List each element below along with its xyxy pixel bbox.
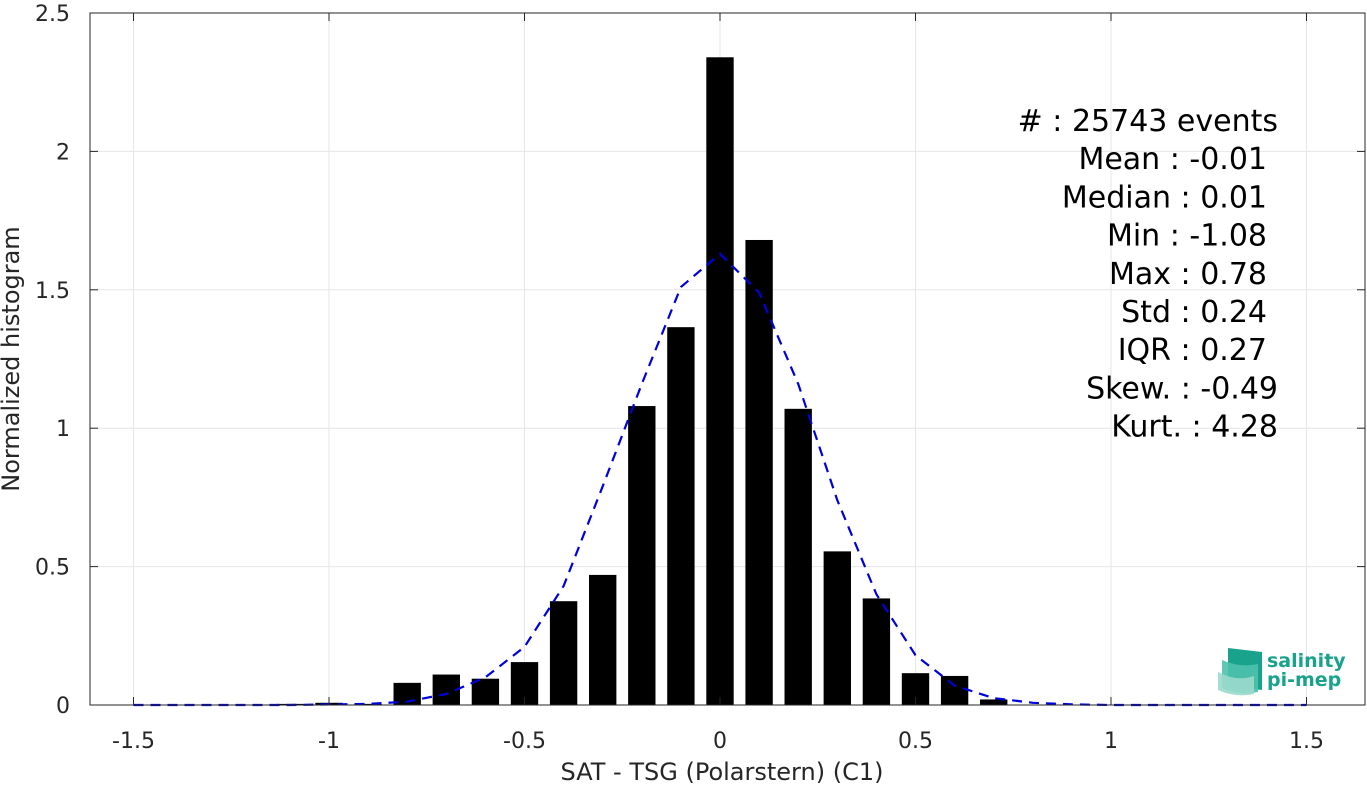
histogram-bar-12: [745, 239, 773, 705]
wave-logo-icon: [1218, 648, 1262, 696]
x-axis-ticks: -1.5 -1 -0.5 0 0.5 1 1.5: [112, 13, 1324, 754]
fit-curve-group: [133, 252, 1307, 707]
logo-text-pi-mep: pi-mep: [1267, 669, 1341, 691]
histogram-bar-13: [784, 408, 812, 705]
x-tick-label-0: -1.5: [112, 729, 155, 754]
histogram-bar-8: [589, 574, 617, 705]
histogram-bar-9: [628, 406, 656, 705]
histogram-bars: [276, 57, 1008, 705]
x-tick-label-4: 0.5: [898, 729, 933, 754]
stat-line-5: Std : 0.24: [1121, 295, 1267, 330]
y-axis-ticks: 0 0.5 1 1.5 2 2.5: [35, 2, 1365, 719]
x-tick-label-1: -1: [318, 729, 340, 754]
stat-line-2: Median : 0.01: [1062, 180, 1267, 215]
histogram-bar-7: [549, 601, 578, 705]
stat-line-0: # : 25743 events: [1018, 104, 1278, 139]
salinity-pi-mep-logo: salinity pi-mep: [1218, 648, 1346, 696]
histogram-bar-11: [706, 57, 734, 705]
x-tick-label-6: 1.5: [1289, 729, 1324, 754]
y-tick-label-2: 1: [56, 417, 70, 442]
y-tick-label-4: 2: [56, 140, 70, 165]
y-tick-label-0: 0: [56, 694, 70, 719]
y-tick-label-5: 2.5: [35, 2, 70, 27]
y-tick-label-1: 0.5: [35, 556, 70, 581]
histogram-bar-10: [667, 327, 695, 705]
x-axis-label: SAT - TSG (Polarstern) (C1): [561, 758, 884, 785]
logo-text-salinity: salinity: [1267, 650, 1346, 672]
histogram-bar-15: [862, 598, 891, 705]
histogram-bar-18: [980, 699, 1008, 705]
histogram-bar-2: [354, 703, 382, 705]
histogram-bar-5: [471, 678, 500, 705]
stat-line-7: Skew. : -0.49: [1086, 371, 1278, 406]
stat-line-1: Mean : -0.01: [1078, 142, 1267, 177]
x-tick-label-2: -0.5: [503, 729, 546, 754]
histogram-bar-14: [823, 551, 851, 705]
stat-line-8: Kurt. : 4.28: [1111, 410, 1278, 445]
stat-line-4: Max : 0.78: [1109, 257, 1267, 292]
y-axis-label: Normalized histogram: [0, 226, 25, 491]
x-tick-label-3: 0: [713, 729, 727, 754]
x-tick-label-5: 1: [1104, 729, 1118, 754]
normal-fit-curve: [133, 252, 1307, 707]
stat-line-6: IQR : 0.27: [1118, 333, 1267, 368]
y-tick-label-3: 1.5: [35, 279, 70, 304]
stat-line-3: Min : -1.08: [1107, 219, 1267, 254]
histogram-bar-17: [940, 675, 969, 705]
plot-frame: [89, 12, 1366, 706]
